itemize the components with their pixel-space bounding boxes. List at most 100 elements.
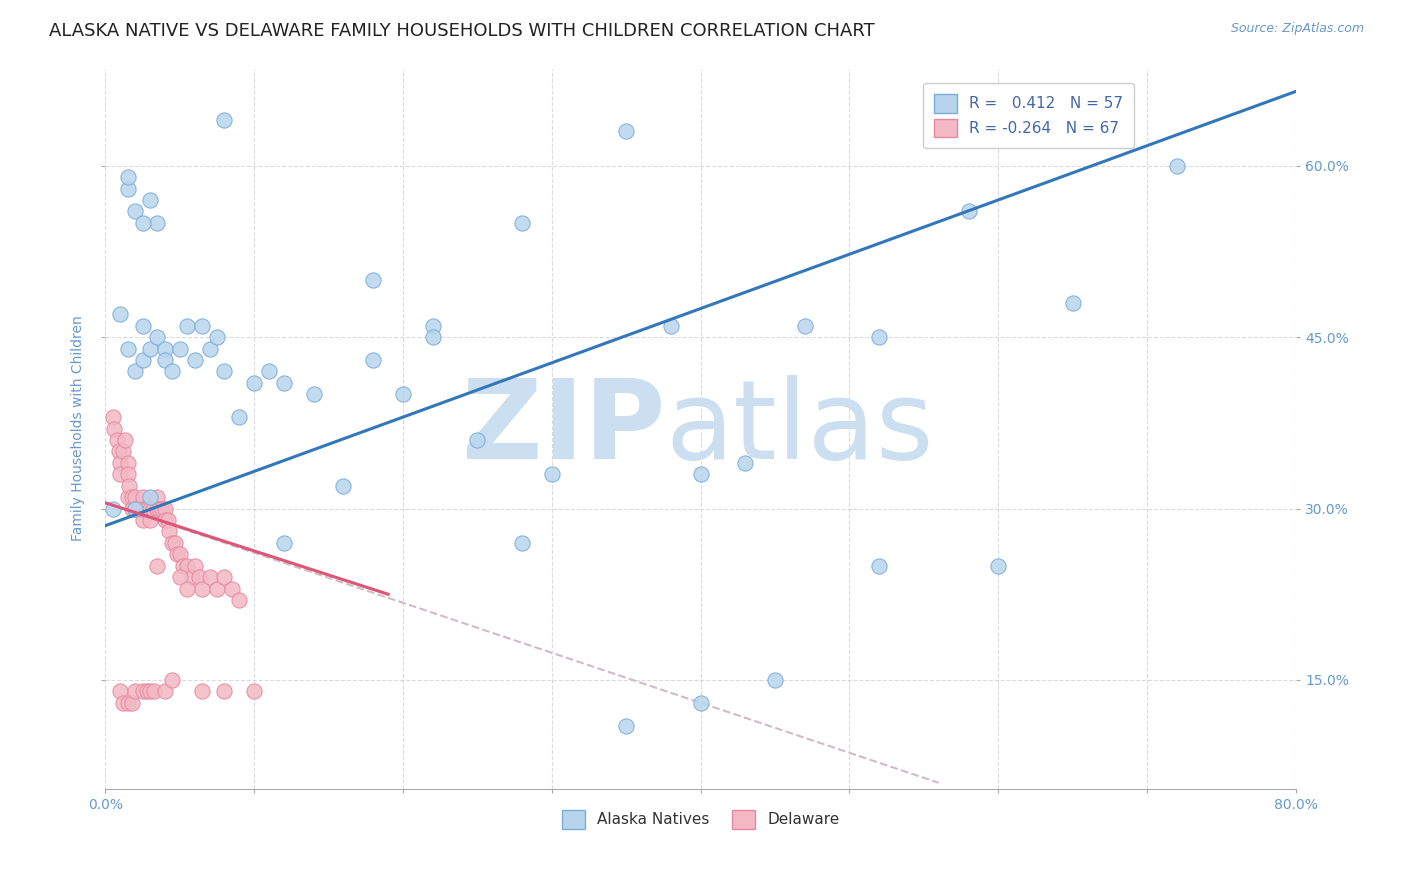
Text: 80.0%: 80.0% bbox=[1274, 797, 1317, 812]
Point bbox=[689, 696, 711, 710]
Point bbox=[131, 684, 153, 698]
Point bbox=[243, 684, 266, 698]
Point bbox=[131, 216, 153, 230]
Legend: Alaska Natives, Delaware: Alaska Natives, Delaware bbox=[555, 804, 845, 835]
Text: ALASKA NATIVE VS DELAWARE FAMILY HOUSEHOLDS WITH CHILDREN CORRELATION CHART: ALASKA NATIVE VS DELAWARE FAMILY HOUSEHO… bbox=[49, 22, 875, 40]
Point bbox=[117, 456, 139, 470]
Point bbox=[614, 124, 637, 138]
Point bbox=[987, 558, 1010, 573]
Point bbox=[124, 501, 146, 516]
Point bbox=[659, 318, 682, 333]
Point bbox=[117, 467, 139, 482]
Point bbox=[214, 364, 236, 378]
Point bbox=[165, 536, 187, 550]
Point bbox=[110, 456, 132, 470]
Point bbox=[166, 547, 188, 561]
Point bbox=[143, 684, 166, 698]
Point bbox=[121, 490, 143, 504]
Text: atlas: atlas bbox=[665, 375, 934, 482]
Point bbox=[614, 719, 637, 733]
Point bbox=[169, 547, 191, 561]
Point bbox=[107, 444, 129, 458]
Point bbox=[117, 696, 139, 710]
Point bbox=[146, 501, 169, 516]
Point bbox=[112, 696, 135, 710]
Point bbox=[117, 181, 139, 195]
Point bbox=[139, 193, 162, 207]
Point bbox=[101, 410, 124, 425]
Point bbox=[176, 318, 198, 333]
Point bbox=[214, 112, 236, 127]
Text: 0.0%: 0.0% bbox=[89, 797, 122, 812]
Point bbox=[243, 376, 266, 390]
Point bbox=[763, 673, 786, 687]
Point bbox=[221, 582, 243, 596]
Point bbox=[868, 558, 890, 573]
Point bbox=[136, 684, 159, 698]
Point bbox=[128, 501, 150, 516]
Point bbox=[136, 501, 159, 516]
Point bbox=[273, 536, 295, 550]
Point bbox=[142, 501, 165, 516]
Point bbox=[188, 570, 211, 584]
Point bbox=[162, 673, 184, 687]
Point bbox=[510, 536, 533, 550]
Point bbox=[112, 444, 135, 458]
Point bbox=[957, 204, 980, 219]
Point bbox=[105, 433, 128, 447]
Point bbox=[176, 558, 198, 573]
Point bbox=[117, 490, 139, 504]
Point bbox=[150, 501, 173, 516]
Point bbox=[176, 582, 198, 596]
Point bbox=[117, 342, 139, 356]
Point bbox=[146, 216, 169, 230]
Point bbox=[124, 364, 146, 378]
Point bbox=[131, 318, 153, 333]
Point bbox=[361, 353, 384, 368]
Point bbox=[124, 501, 146, 516]
Point bbox=[139, 342, 162, 356]
Point bbox=[214, 684, 236, 698]
Y-axis label: Family Households with Children: Family Households with Children bbox=[72, 316, 86, 541]
Point bbox=[153, 513, 176, 527]
Point bbox=[1166, 159, 1188, 173]
Point bbox=[146, 330, 169, 344]
Point bbox=[139, 490, 162, 504]
Point bbox=[131, 501, 153, 516]
Point bbox=[139, 501, 162, 516]
Point bbox=[361, 273, 384, 287]
Point bbox=[131, 513, 153, 527]
Point bbox=[205, 330, 228, 344]
Point bbox=[180, 570, 202, 584]
Point bbox=[191, 582, 214, 596]
Point bbox=[198, 342, 221, 356]
Point bbox=[139, 513, 162, 527]
Point bbox=[148, 501, 170, 516]
Point bbox=[422, 330, 444, 344]
Point bbox=[273, 376, 295, 390]
Point bbox=[153, 501, 176, 516]
Point bbox=[121, 696, 143, 710]
Point bbox=[103, 421, 125, 435]
Point bbox=[734, 456, 756, 470]
Point bbox=[117, 170, 139, 185]
Point bbox=[689, 467, 711, 482]
Point bbox=[124, 490, 146, 504]
Point bbox=[183, 558, 205, 573]
Point bbox=[110, 467, 132, 482]
Point bbox=[1062, 295, 1084, 310]
Point bbox=[793, 318, 815, 333]
Point bbox=[183, 353, 205, 368]
Point bbox=[114, 433, 136, 447]
Point bbox=[124, 501, 146, 516]
Point bbox=[332, 478, 354, 492]
Point bbox=[169, 570, 191, 584]
Point bbox=[510, 216, 533, 230]
Point bbox=[146, 490, 169, 504]
Point bbox=[198, 570, 221, 584]
Point bbox=[121, 501, 143, 516]
Point bbox=[131, 353, 153, 368]
Point bbox=[191, 684, 214, 698]
Point bbox=[131, 490, 153, 504]
Point bbox=[135, 501, 157, 516]
